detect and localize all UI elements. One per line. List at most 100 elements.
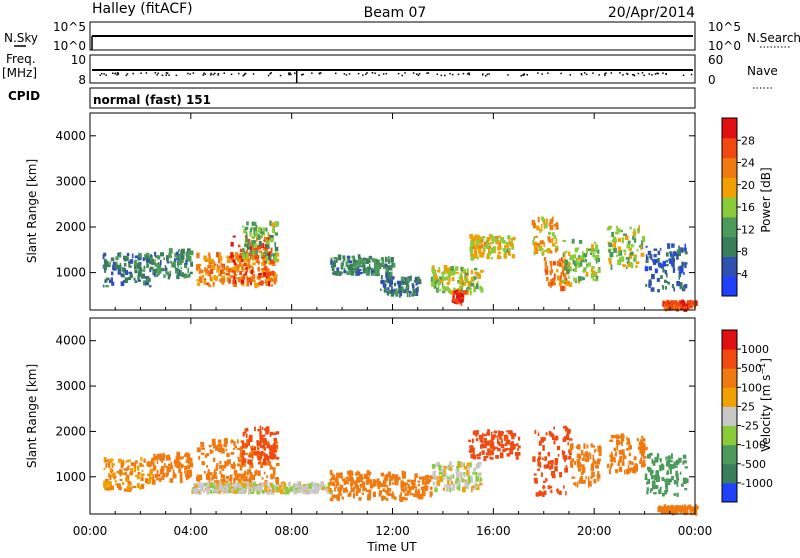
- heatmap-cell: [417, 279, 422, 284]
- heatmap-cell: [579, 261, 583, 267]
- heatmap-cell: [489, 251, 492, 256]
- heatmap-cell: [258, 461, 261, 465]
- heatmap-cell: [137, 473, 140, 477]
- heatmap-cell: [475, 471, 478, 477]
- heatmap-cell: [675, 470, 678, 475]
- heatmap-cell: [274, 441, 279, 445]
- heatmap-cell: [433, 283, 437, 289]
- heatmap-cell: [166, 261, 170, 264]
- heatmap-cell: [483, 434, 487, 437]
- heatmap-cell: [667, 243, 671, 249]
- nave-point: [520, 75, 522, 77]
- nave-point: [598, 74, 600, 76]
- heatmap-cell: [540, 248, 544, 251]
- nave-point: [481, 74, 484, 76]
- heatmap-cell: [436, 476, 439, 480]
- heatmap-cell: [471, 438, 474, 444]
- heatmap-cell: [597, 445, 601, 450]
- heatmap-cell: [515, 443, 519, 447]
- cpid-label: CPID: [8, 89, 40, 103]
- heatmap-cell: [232, 464, 236, 468]
- heatmap-cell: [135, 460, 138, 464]
- heatmap-cell: [645, 254, 648, 260]
- heatmap-cell: [117, 252, 120, 257]
- heatmap-cell: [576, 462, 581, 468]
- heatmap-cell: [119, 459, 123, 463]
- nave-point: [382, 73, 385, 75]
- heatmap-cell: [376, 259, 381, 265]
- heatmap-cell: [111, 281, 115, 286]
- heatmap-cell: [677, 478, 679, 482]
- heatmap-cell: [170, 461, 172, 468]
- heatmap-cell: [163, 257, 165, 260]
- heatmap-cell: [676, 281, 681, 287]
- heatmap-cell: [687, 305, 689, 310]
- heatmap-cell: [273, 432, 277, 436]
- heatmap-cell: [431, 281, 435, 287]
- heatmap-cell: [136, 263, 140, 269]
- heatmap-cell: [161, 476, 164, 480]
- nave-point: [585, 73, 588, 76]
- heatmap-cell: [147, 464, 152, 468]
- heatmap-cell: [140, 473, 145, 477]
- heatmap-cell: [338, 492, 341, 497]
- heatmap-cell: [463, 465, 468, 470]
- heatmap-cell: [669, 507, 673, 513]
- heatmap-cell: [509, 450, 513, 455]
- heatmap-cell: [416, 493, 421, 498]
- heatmap-cell: [134, 474, 139, 477]
- heatmap-cell: [236, 270, 238, 273]
- heatmap-cell: [264, 480, 268, 482]
- heatmap-cell: [609, 439, 613, 442]
- heatmap-cell: [313, 485, 317, 491]
- heatmap-cell: [390, 289, 394, 293]
- heatmap-cell: [563, 485, 565, 489]
- heatmap-cell: [231, 488, 234, 492]
- heatmap-cell: [253, 482, 257, 488]
- heatmap-cell: [502, 239, 506, 244]
- heatmap-cell: [272, 446, 276, 453]
- heatmap-cell: [479, 437, 483, 443]
- nave-point: [541, 73, 543, 75]
- heatmap-cell: [662, 285, 665, 290]
- heatmap-cell: [198, 482, 202, 487]
- heatmap-cell: [627, 263, 631, 268]
- heatmap-cell: [515, 455, 519, 460]
- nave-point: [522, 74, 524, 76]
- heatmap-cell: [269, 236, 274, 242]
- heatmap-cell: [479, 240, 482, 244]
- heatmap-cell: [119, 473, 122, 477]
- heatmap-cell: [126, 485, 131, 490]
- heatmap-cell: [165, 473, 168, 478]
- heatmap-cell: [185, 274, 189, 279]
- heatmap-cell: [395, 290, 399, 297]
- nave-point: [665, 73, 667, 76]
- heatmap-cell: [200, 441, 202, 444]
- heatmap-cell: [270, 284, 274, 287]
- colorbar-segment: [722, 406, 737, 426]
- heatmap-cell: [206, 473, 211, 479]
- heatmap-cell: [580, 450, 584, 456]
- heatmap-cell: [436, 461, 441, 467]
- heatmap-cell: [351, 255, 355, 259]
- heatmap-cell: [597, 471, 600, 475]
- x-tick-label: 16:00: [476, 524, 511, 538]
- heatmap-cell: [138, 267, 143, 272]
- heatmap-cell: [499, 430, 504, 437]
- heatmap-cell: [594, 278, 599, 282]
- heatmap-cell: [219, 464, 223, 470]
- heatmap-cell: [266, 254, 270, 260]
- nave-point: [214, 72, 216, 75]
- heatmap-cell: [586, 264, 589, 268]
- heatmap-cell: [190, 261, 193, 267]
- heatmap-cell: [257, 429, 261, 432]
- heatmap-cell: [154, 263, 158, 267]
- heatmap-cell: [610, 462, 614, 466]
- heatmap-cell: [538, 490, 542, 496]
- heatmap-cell: [669, 251, 673, 254]
- heatmap-cell: [153, 465, 157, 471]
- heatmap-cell: [454, 481, 457, 484]
- heatmap-cell: [640, 457, 643, 462]
- heatmap-cell: [672, 251, 677, 257]
- heatmap-cell: [571, 240, 575, 244]
